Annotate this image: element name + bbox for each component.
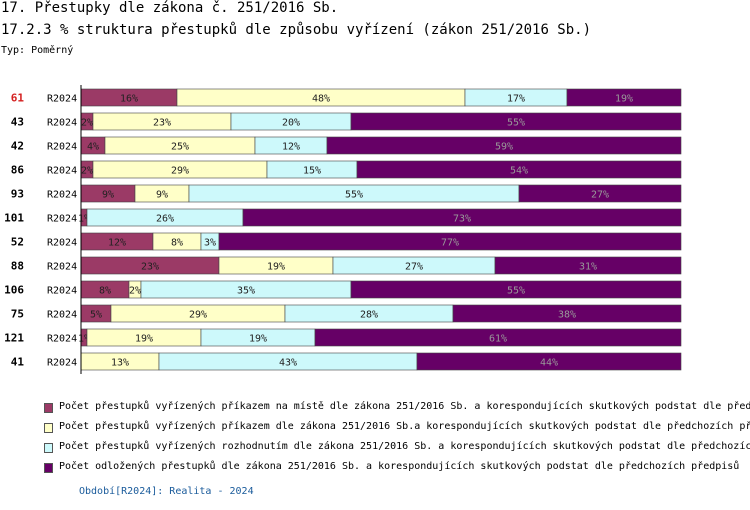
data-label: 5% [90, 310, 102, 321]
data-label: 2% [129, 286, 141, 297]
data-label: 20% [282, 118, 300, 129]
data-label: 54% [510, 166, 528, 177]
data-label: 4% [87, 142, 99, 153]
period-label: R2024 [47, 286, 77, 297]
category-label: 41 [11, 356, 25, 369]
legend-label-decision: Počet přestupků vyřízených rozhodnutím d… [59, 441, 750, 452]
data-label: 73% [453, 214, 471, 225]
chart-type-label: Typ: Poměrný [1, 45, 74, 56]
data-label: 19% [135, 334, 153, 345]
category-label: 42 [11, 140, 24, 153]
data-label: 48% [312, 94, 330, 105]
legend-swatch-order [44, 423, 53, 433]
period-label: R2024 [47, 262, 77, 273]
data-label: 59% [495, 142, 513, 153]
category-label: 88 [11, 260, 24, 273]
data-label: 61% [489, 334, 507, 345]
data-label: 28% [360, 310, 378, 321]
legend-swatch-postponed [44, 463, 53, 473]
period-label: R2024 [47, 94, 77, 105]
data-label: 19% [249, 334, 267, 345]
data-label: 31% [579, 262, 597, 273]
period-label: R2024 [47, 238, 77, 249]
data-label: 35% [237, 286, 255, 297]
bar-segment [314, 328, 682, 347]
period-label: R2024 [47, 310, 77, 321]
period-label: R2024 [47, 166, 77, 177]
category-label: 43 [11, 116, 24, 129]
data-label: 17% [507, 94, 525, 105]
data-label: 55% [507, 118, 525, 129]
data-label: 12% [108, 238, 126, 249]
chart-title: 17. Přestupky dle zákona č. 251/2016 Sb. [1, 0, 339, 16]
legend-swatch-decision [44, 443, 53, 453]
bar-segment [416, 352, 682, 371]
category-label: 121 [4, 332, 24, 345]
data-label: 19% [267, 262, 285, 273]
data-label: 8% [99, 286, 111, 297]
data-label: 44% [540, 358, 558, 369]
stacked-bar-chart: 61 R2024 16% 48% 17% 19% 43 R2024 2% 23% 20% 55% 42 R… [4, 85, 682, 374]
data-label: 43% [279, 358, 297, 369]
period-footer: Období[R2024]: Realita - 2024 [79, 486, 254, 497]
category-label: 52 [11, 236, 24, 249]
period-label: R2024 [47, 142, 77, 153]
data-label: 9% [102, 190, 114, 201]
data-label: 26% [156, 214, 174, 225]
legend-label-on-spot: Počet přestupků vyřízených příkazem na m… [59, 401, 750, 412]
data-label: 27% [591, 190, 609, 201]
data-label: 2% [81, 118, 93, 129]
period-label: R2024 [47, 334, 77, 345]
data-label: 8% [171, 238, 183, 249]
bar-segment [218, 232, 682, 251]
data-label: 13% [111, 358, 129, 369]
data-label: 19% [615, 94, 633, 105]
category-label: 93 [11, 188, 24, 201]
bar-segment [350, 112, 682, 131]
category-label: 101 [4, 212, 24, 225]
category-label: 61 [11, 92, 25, 105]
data-label: 2% [81, 166, 93, 177]
data-label: 29% [189, 310, 207, 321]
bar-segment [350, 280, 682, 299]
data-label: 55% [345, 190, 363, 201]
data-label: 27% [405, 262, 423, 273]
data-label: 25% [171, 142, 189, 153]
data-label: 77% [441, 238, 459, 249]
legend-swatch-on-spot [44, 403, 53, 413]
data-label: 1% [78, 214, 90, 225]
data-label: 23% [153, 118, 171, 129]
period-label: R2024 [47, 214, 77, 225]
bar-segment [518, 184, 682, 203]
category-label: 86 [11, 164, 25, 177]
bar-segment [242, 208, 682, 227]
data-label: 12% [282, 142, 300, 153]
data-label: 55% [507, 286, 525, 297]
data-label: 1% [78, 334, 90, 345]
legend-label-postponed: Počet odložených přestupků dle zákona 25… [59, 461, 740, 472]
data-label: 23% [141, 262, 159, 273]
data-label: 16% [120, 94, 138, 105]
bar-segment [452, 304, 682, 323]
data-label: 29% [171, 166, 189, 177]
chart-subtitle: 17.2.3 % struktura přestupků dle způsobu… [1, 22, 592, 38]
category-label: 75 [11, 308, 24, 321]
period-label: R2024 [47, 118, 77, 129]
data-label: 38% [558, 310, 576, 321]
period-label: R2024 [47, 190, 77, 201]
bar-segment [566, 88, 682, 107]
data-label: 3% [204, 238, 216, 249]
bar-segment [326, 136, 682, 155]
data-label: 9% [156, 190, 168, 201]
bar-segment [494, 256, 682, 275]
period-label: R2024 [47, 358, 77, 369]
bar-segment [356, 160, 682, 179]
data-label: 15% [303, 166, 321, 177]
category-label: 106 [4, 284, 24, 297]
legend-label-order: Počet přestupků vyřízených příkazem dle … [59, 421, 750, 432]
